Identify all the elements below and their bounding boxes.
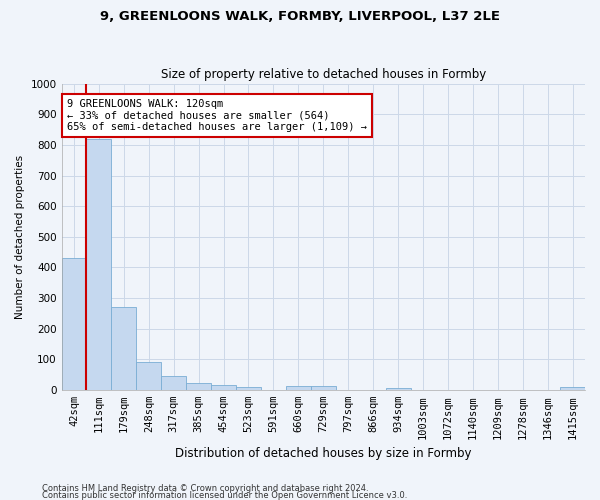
Title: Size of property relative to detached houses in Formby: Size of property relative to detached ho… bbox=[161, 68, 486, 81]
Bar bbox=[161, 376, 186, 390]
Bar bbox=[286, 386, 311, 390]
Y-axis label: Number of detached properties: Number of detached properties bbox=[15, 154, 25, 319]
Bar bbox=[560, 387, 585, 390]
Text: Contains public sector information licensed under the Open Government Licence v3: Contains public sector information licen… bbox=[42, 490, 407, 500]
Bar bbox=[62, 258, 86, 390]
Bar bbox=[386, 388, 410, 390]
Text: 9, GREENLOONS WALK, FORMBY, LIVERPOOL, L37 2LE: 9, GREENLOONS WALK, FORMBY, LIVERPOOL, L… bbox=[100, 10, 500, 23]
Bar bbox=[86, 138, 112, 390]
Bar bbox=[211, 384, 236, 390]
Bar bbox=[186, 384, 211, 390]
Bar bbox=[112, 308, 136, 390]
Bar bbox=[136, 362, 161, 390]
X-axis label: Distribution of detached houses by size in Formby: Distribution of detached houses by size … bbox=[175, 447, 472, 460]
Text: 9 GREENLOONS WALK: 120sqm
← 33% of detached houses are smaller (564)
65% of semi: 9 GREENLOONS WALK: 120sqm ← 33% of detac… bbox=[67, 99, 367, 132]
Bar bbox=[236, 387, 261, 390]
Text: Contains HM Land Registry data © Crown copyright and database right 2024.: Contains HM Land Registry data © Crown c… bbox=[42, 484, 368, 493]
Bar bbox=[311, 386, 336, 390]
